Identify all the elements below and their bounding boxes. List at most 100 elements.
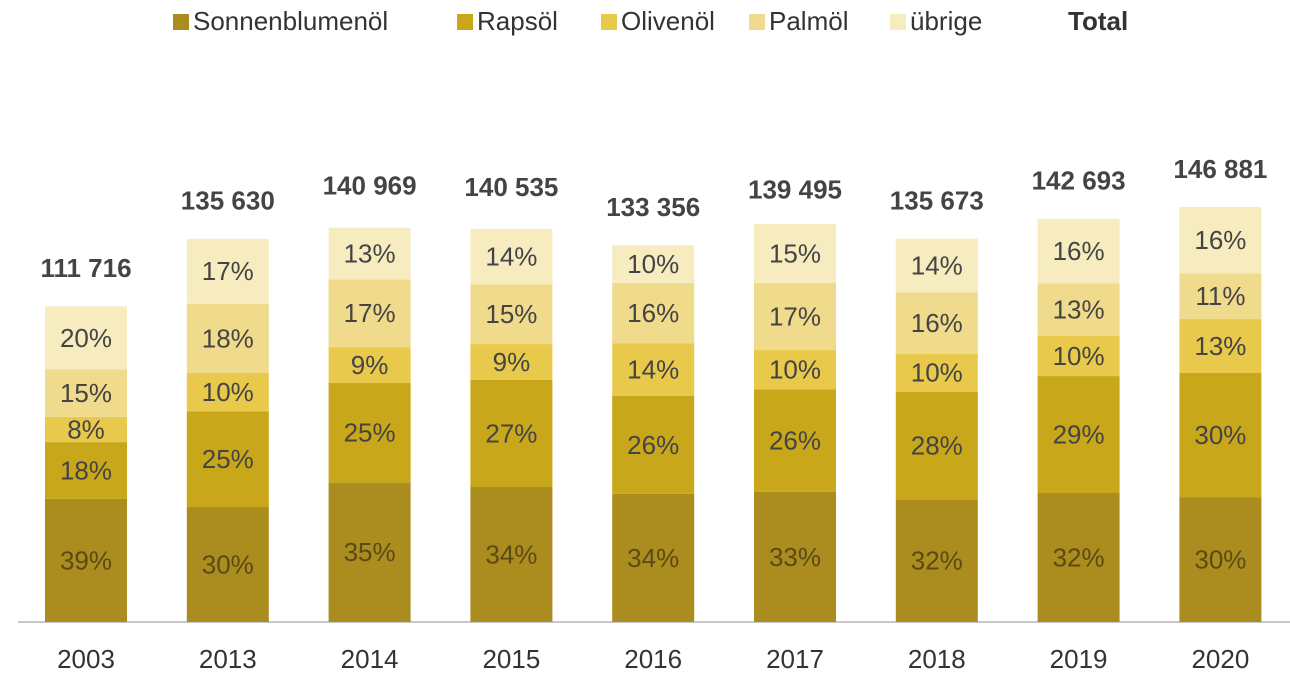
data-label: 32%	[911, 546, 963, 576]
bar-segment	[754, 491, 836, 622]
data-label: 18%	[202, 323, 254, 353]
legend-swatch	[890, 14, 906, 30]
data-label: 10%	[769, 355, 821, 385]
total-label: 139 495	[748, 175, 842, 205]
legend-label: Sonnenblumenöl	[193, 6, 388, 36]
data-label: 30%	[1194, 545, 1246, 575]
bar-segment	[612, 395, 695, 494]
bar-segment	[45, 306, 127, 370]
x-tick-label: 2017	[766, 644, 824, 674]
data-label: 9%	[351, 350, 389, 380]
data-label: 10%	[1053, 341, 1105, 371]
legend-swatch	[749, 14, 765, 30]
data-label: 14%	[911, 250, 963, 280]
legend-label: Total	[1068, 6, 1128, 36]
bar-segment	[470, 228, 553, 285]
legend-label: übrige	[910, 6, 982, 36]
total-label: 140 535	[464, 172, 558, 202]
x-tick-label: 2003	[57, 644, 115, 674]
bar-segment	[1179, 373, 1262, 498]
x-tick-label: 2020	[1191, 644, 1249, 674]
data-label: 10%	[627, 249, 679, 279]
data-label: 32%	[1053, 542, 1105, 572]
bar-segment	[612, 493, 695, 622]
bar-segment	[186, 411, 269, 508]
bar-segment	[754, 389, 836, 492]
total-label: 146 881	[1173, 154, 1267, 184]
bar-segment	[328, 383, 411, 483]
data-label: 14%	[627, 354, 679, 384]
data-label: 15%	[769, 238, 821, 268]
data-label: 26%	[769, 426, 821, 456]
bar-segment	[754, 350, 836, 390]
bar-segment	[612, 282, 695, 344]
bar-segment	[45, 498, 127, 622]
data-label: 16%	[1194, 225, 1246, 255]
bar-segment	[895, 292, 978, 354]
data-label: 17%	[202, 256, 254, 286]
bar-segment	[895, 499, 978, 622]
bar-segment	[45, 416, 127, 443]
bar-segment	[186, 372, 269, 412]
bar-segment	[470, 344, 553, 380]
x-tick-label: 2016	[624, 644, 682, 674]
x-tick-label: 2018	[908, 644, 966, 674]
data-label: 33%	[769, 542, 821, 572]
bar-segment	[470, 379, 553, 487]
data-label: 26%	[627, 430, 679, 460]
bar-segment	[895, 392, 978, 500]
legend-swatch	[173, 14, 189, 30]
bar-segment	[328, 227, 411, 280]
bar-segment	[1179, 319, 1262, 373]
total-label: 133 356	[606, 192, 700, 222]
total-label: 135 630	[181, 186, 275, 216]
data-label: 25%	[344, 418, 396, 448]
x-tick-label: 2019	[1050, 644, 1108, 674]
data-label: 20%	[60, 323, 112, 353]
data-label: 13%	[344, 238, 396, 268]
data-label: 17%	[344, 298, 396, 328]
data-label: 28%	[911, 431, 963, 461]
bar-segment	[45, 442, 127, 499]
bar-segment	[328, 279, 411, 348]
legend-label: Palmöl	[769, 6, 848, 36]
data-label: 13%	[1194, 331, 1246, 361]
bar-segment	[470, 284, 553, 345]
total-label: 135 673	[890, 186, 984, 216]
bar-segment	[470, 486, 553, 622]
data-label: 16%	[627, 298, 679, 328]
bar-segment	[754, 283, 836, 351]
bar-segment	[186, 303, 269, 373]
data-label: 39%	[60, 545, 112, 575]
bar-segment	[186, 238, 269, 304]
x-tick-label: 2013	[199, 644, 257, 674]
data-label: 9%	[493, 347, 531, 377]
data-label: 29%	[1053, 419, 1105, 449]
bar-segment	[1037, 335, 1120, 377]
data-label: 17%	[769, 301, 821, 331]
data-label: 34%	[485, 539, 537, 569]
data-label: 16%	[911, 308, 963, 338]
bar-segment	[612, 343, 695, 396]
data-label: 30%	[202, 549, 254, 579]
data-label: 16%	[1053, 236, 1105, 266]
total-label: 142 693	[1032, 166, 1126, 196]
bar-segment	[328, 347, 411, 384]
data-label: 27%	[485, 418, 537, 448]
bar-segment	[1179, 497, 1262, 622]
data-label: 14%	[485, 242, 537, 272]
data-label: 10%	[202, 377, 254, 407]
legend-swatch	[457, 14, 473, 30]
bar-segment	[1037, 283, 1120, 336]
bar-segment	[1179, 207, 1262, 274]
x-tick-label: 2014	[341, 644, 399, 674]
data-label: 34%	[627, 543, 679, 573]
legend-label: Olivenöl	[621, 6, 715, 36]
bar-segment	[895, 238, 978, 293]
data-label: 25%	[202, 444, 254, 474]
data-label: 11%	[1195, 281, 1245, 311]
bar-segment	[328, 482, 411, 622]
bar-segment	[754, 223, 836, 284]
bar-segment	[45, 369, 127, 417]
